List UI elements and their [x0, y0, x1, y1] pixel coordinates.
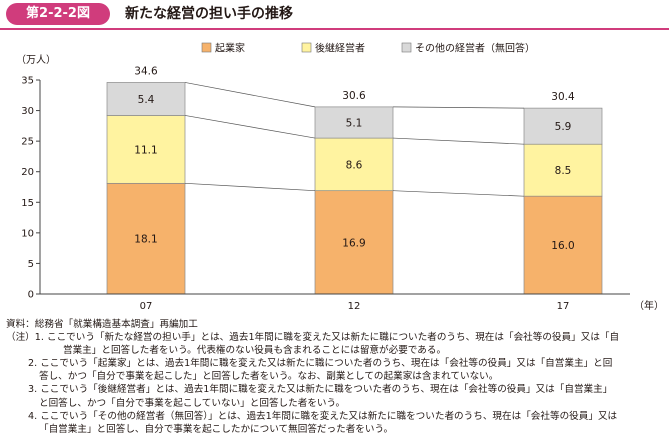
x-axis-label: （年） [634, 299, 664, 312]
total-label-17: 30.4 [551, 91, 575, 103]
data-label-12-series-2: 8.6 [346, 159, 363, 171]
data-label-07-series-2: 11.1 [134, 144, 157, 156]
header-rule [0, 28, 669, 30]
y-tick-label-3: 15 [21, 198, 34, 209]
data-label-12-series-3: 5.1 [346, 117, 363, 129]
x-tick-label-12: 12 [348, 301, 361, 312]
note-3-line-2: と回答し、かつ「自分で事業を起こしていない」と回答した者をいう。 [39, 397, 346, 409]
x-tick-label-07: 07 [140, 301, 153, 312]
figure-number-badge: 第2-2-2図 [6, 3, 110, 25]
bar-12-series-3 [314, 106, 394, 139]
y-tick-label-0: 0 [28, 290, 34, 301]
bar-17-series-2 [523, 143, 603, 197]
data-label-17-series-2: 8.5 [555, 165, 572, 177]
y-tick-label-5: 25 [21, 137, 34, 148]
data-label-17-series-3: 5.9 [555, 121, 572, 133]
connector-07-12-level-3 [184, 82, 316, 108]
x-tick-label-17: 17 [557, 301, 570, 312]
legend-label-3: その他の経営者（無回答） [415, 42, 535, 55]
total-label-07: 34.6 [134, 65, 158, 77]
bar-07-series-3 [106, 82, 186, 116]
connector-07-12-level-1 [184, 182, 316, 192]
note-2-line-1: 2. ここでいう「起業家」とは、過去1年間に職を変えた又は新たに職についた者のう… [28, 358, 613, 370]
y-axis-label: （万人） [16, 54, 56, 66]
data-label-07-series-3: 5.4 [138, 94, 155, 106]
legend-swatch-1 [201, 42, 212, 53]
note-1-line-2: 営業主」と回答した者をいう。代表権のない役員も含まれることには留意が必要である。 [63, 345, 447, 357]
y-tick-label-6: 30 [21, 106, 34, 117]
y-tick-label-7: 35 [21, 76, 34, 87]
stacked-bar-chart: 起業家 後継経営者 その他の経営者（無回答） （万人） 0 5 10 15 20 25 30 35 18… [16, 42, 664, 313]
legend-swatch-2 [301, 42, 312, 53]
legend-swatch-3 [401, 42, 412, 53]
total-label-12: 30.6 [342, 90, 366, 102]
y-tick-label-2: 10 [21, 228, 34, 239]
legend-label-1: 起業家 [215, 42, 245, 55]
note-2-line-2: 答し、かつ「自分で事業を起こした」と回答した者をいう。なお、副業としての起業家は… [39, 371, 499, 383]
figure-title: 新たな経営の担い手の推移 [125, 6, 293, 22]
note-4-line-1: 4. ここでいう「その他の経営者（無回答）」とは、過去1年間に職を変えた又は新た… [28, 410, 618, 422]
bar-17-series-3 [523, 107, 603, 145]
connector-07-12-level-2 [184, 115, 316, 139]
y-tick-label-1: 5 [28, 259, 34, 270]
chart-notes: 資料：総務省「就業構造基本調査」再編加工 （注）1. ここでいう「新たな経営の担… [6, 318, 666, 436]
figure-header: 第2-2-2図 新たな経営の担い手の推移 [0, 0, 669, 30]
data-label-17-series-1: 16.0 [551, 240, 574, 252]
connector-12-17-level-1 [392, 190, 525, 197]
connector-12-17-level-3 [392, 106, 525, 109]
note-1-line-1: （注）1. ここでいう「新たな経営の担い手」とは、過去1年間に職を変えた又は新た… [6, 332, 620, 344]
source-note: 資料：総務省「就業構造基本調査」再編加工 [6, 319, 198, 330]
note-3-line-1: 3. ここでいう「後継経営者」とは、過去1年間に職を変えた又は新たに職をついた者… [28, 384, 613, 396]
y-tick-label-4: 20 [21, 167, 34, 178]
bar-07-series-2 [106, 115, 186, 184]
connector-12-17-level-2 [392, 137, 525, 145]
legend-label-2: 後継経営者 [315, 42, 365, 55]
data-label-07-series-1: 18.1 [134, 234, 157, 246]
bar-07-series-1 [106, 182, 186, 295]
note-4-line-2: 「自営業主」と回答し、自分で事業を起こしたかについて無回答だった者をいう。 [39, 423, 394, 435]
bar-12-series-2 [314, 137, 394, 192]
data-label-12-series-1: 16.9 [342, 237, 365, 249]
